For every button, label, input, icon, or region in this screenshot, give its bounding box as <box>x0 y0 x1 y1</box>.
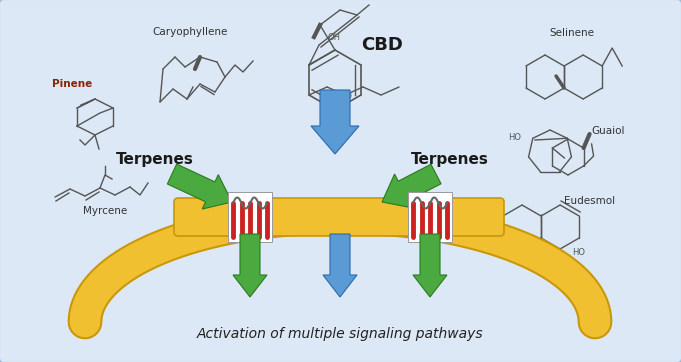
Text: Selinene: Selinene <box>550 28 595 38</box>
Text: Myrcene: Myrcene <box>83 206 127 216</box>
Text: Activation of multiple signaling pathways: Activation of multiple signaling pathway… <box>197 327 484 341</box>
Text: HO: HO <box>572 248 585 257</box>
Polygon shape <box>168 164 232 209</box>
Text: CBD: CBD <box>361 36 403 54</box>
Text: Terpenes: Terpenes <box>116 152 194 167</box>
Text: Eudesmol: Eudesmol <box>565 196 616 206</box>
Text: OH: OH <box>327 33 340 42</box>
Polygon shape <box>233 234 267 297</box>
Text: Pinene: Pinene <box>52 79 92 89</box>
Text: Caryophyllene: Caryophyllene <box>153 27 227 37</box>
Polygon shape <box>311 90 359 154</box>
Text: HO: HO <box>508 133 521 142</box>
Polygon shape <box>323 234 357 297</box>
Polygon shape <box>413 234 447 297</box>
Text: HO: HO <box>339 92 352 101</box>
FancyBboxPatch shape <box>228 192 272 242</box>
FancyBboxPatch shape <box>174 198 504 236</box>
Text: Terpenes: Terpenes <box>411 152 489 167</box>
Text: Guaiol: Guaiol <box>591 126 624 136</box>
Polygon shape <box>382 164 441 208</box>
FancyBboxPatch shape <box>408 192 452 242</box>
